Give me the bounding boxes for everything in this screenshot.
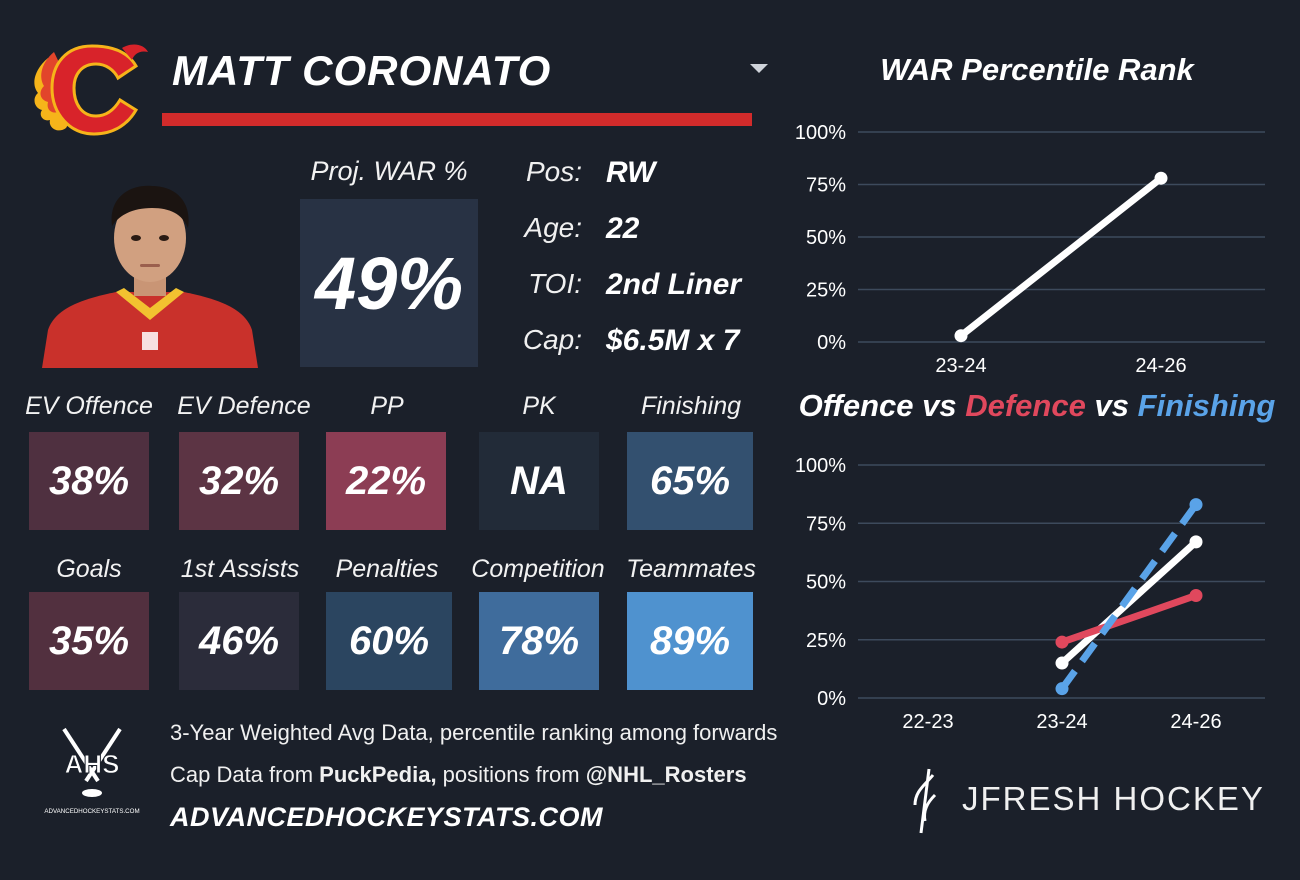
jfresh-logo-icon	[913, 768, 937, 834]
footer-source-puckpedia: PuckPedia,	[319, 762, 437, 787]
stat-box-ev-offence: 38%	[29, 432, 149, 530]
stat-box-penalties: 60%	[326, 592, 452, 690]
series-point	[1189, 588, 1203, 602]
footer-source-note: Cap Data from PuckPedia, positions from …	[170, 762, 747, 788]
stat-label-ev-offence: EV Offence	[25, 392, 153, 420]
stat-label-1st-assists: 1st Assists	[180, 555, 300, 583]
y-tick-label: 0%	[817, 332, 846, 354]
series-point	[1189, 498, 1203, 512]
chart1-title: WAR Percentile Rank	[880, 52, 1194, 87]
stat-label-ev-defence: EV Defence	[177, 392, 311, 420]
x-tick-label: 24-26	[1135, 355, 1186, 377]
stat-box-pk: NA	[479, 432, 599, 530]
x-tick-label: 22-23	[902, 711, 953, 733]
footer-source-prefix: Cap Data from	[170, 762, 320, 787]
stat-box-goals: 35%	[29, 592, 149, 690]
chart2-title-part: Offence	[798, 388, 914, 423]
info-value: 22	[606, 212, 640, 245]
series-point	[1154, 171, 1168, 185]
stat-label-penalties: Penalties	[335, 555, 439, 583]
y-tick-label: 50%	[806, 572, 846, 594]
stat-label-goals: Goals	[56, 555, 122, 583]
chart2-title-part: Defence	[965, 388, 1086, 423]
stat-box-1st-assists: 46%	[179, 592, 299, 690]
y-tick-label: 25%	[806, 630, 846, 652]
footer-methodology-note: 3-Year Weighted Avg Data, percentile ran…	[170, 720, 778, 745]
info-row-toi: TOI: 2nd Liner	[520, 268, 780, 308]
ahs-logo-text: AHS	[65, 749, 120, 779]
proj-war-value: 49%	[300, 199, 478, 367]
info-key: TOI:	[528, 268, 582, 299]
info-key: Age:	[524, 212, 582, 243]
info-key: Cap:	[522, 324, 582, 355]
info-key: Pos:	[525, 156, 582, 187]
info-row-age: Age: 22	[520, 212, 780, 252]
ahs-logo-subtext: ADVANCEDHOCKEYSTATS.COM	[44, 808, 139, 815]
info-value: 2nd Liner	[606, 268, 742, 301]
proj-war-label: Proj. WAR %	[310, 156, 468, 186]
footer-website[interactable]: ADVANCEDHOCKEYSTATS.COM	[170, 802, 604, 832]
title-underline-bar	[162, 113, 752, 126]
stat-label-finishing: Finishing	[640, 392, 742, 420]
info-row-cap: Cap: $6.5M x 7	[520, 324, 780, 364]
y-tick-label: 75%	[806, 513, 846, 535]
player-dropdown-chevron-down-icon[interactable]	[750, 64, 768, 73]
stat-label-teammates: Teammates	[626, 555, 756, 583]
series-point	[1055, 635, 1069, 649]
footer-source-handle: @NHL_Rosters	[585, 762, 747, 787]
stat-label-pp: PP	[370, 392, 404, 420]
stat-box-pp: 22%	[326, 432, 446, 530]
x-tick-label: 24-26	[1170, 711, 1221, 733]
footer-source-mid: positions from	[436, 762, 586, 787]
chart2-title: Offence vs Defence vs Finishing	[782, 388, 1292, 424]
chart2-title-part: vs	[1085, 388, 1138, 423]
chart2-title-part: Finishing	[1137, 388, 1276, 423]
info-value: RW	[606, 156, 656, 189]
calgary-flames-logo-icon	[34, 44, 148, 136]
y-tick-label: 50%	[806, 227, 846, 249]
y-tick-label: 0%	[817, 688, 846, 710]
series-line	[1059, 502, 1199, 691]
stat-box-finishing: 65%	[627, 432, 753, 530]
offence-defence-finishing-chart: 100% 75% 50% 25% 0% 22-23 23-24 24-26	[795, 455, 1265, 733]
series-point	[1055, 682, 1069, 696]
info-row-position: Pos: RW	[520, 156, 780, 196]
player-photo	[42, 185, 258, 368]
stat-box-competition: 78%	[479, 592, 599, 690]
x-tick-label: 23-24	[1036, 711, 1087, 733]
war-percentile-chart: 100% 75% 50% 25% 0% 23-24 24-26	[795, 122, 1265, 377]
y-tick-label: 75%	[806, 175, 846, 197]
y-tick-label: 25%	[806, 280, 846, 302]
series-point	[954, 329, 968, 343]
series-point	[1189, 535, 1203, 549]
series-line	[957, 174, 1165, 340]
y-tick-label: 100%	[795, 122, 846, 144]
jfresh-hockey-brand: JFRESH HOCKEY	[962, 780, 1265, 817]
info-value: $6.5M x 7	[606, 324, 740, 357]
stat-label-competition: Competition	[471, 555, 605, 583]
series-point	[1055, 656, 1069, 670]
stat-box-ev-defence: 32%	[179, 432, 299, 530]
stat-box-teammates: 89%	[627, 592, 753, 690]
player-name: MATT CORONATO	[172, 47, 552, 94]
series-line	[1058, 591, 1200, 646]
stat-label-pk: PK	[522, 392, 556, 420]
chart2-title-part: vs	[913, 388, 966, 423]
y-tick-label: 100%	[795, 455, 846, 477]
x-tick-label: 23-24	[935, 355, 986, 377]
ahs-logo: AHS ADVANCEDHOCKEYSTATS.COM	[44, 727, 140, 815]
